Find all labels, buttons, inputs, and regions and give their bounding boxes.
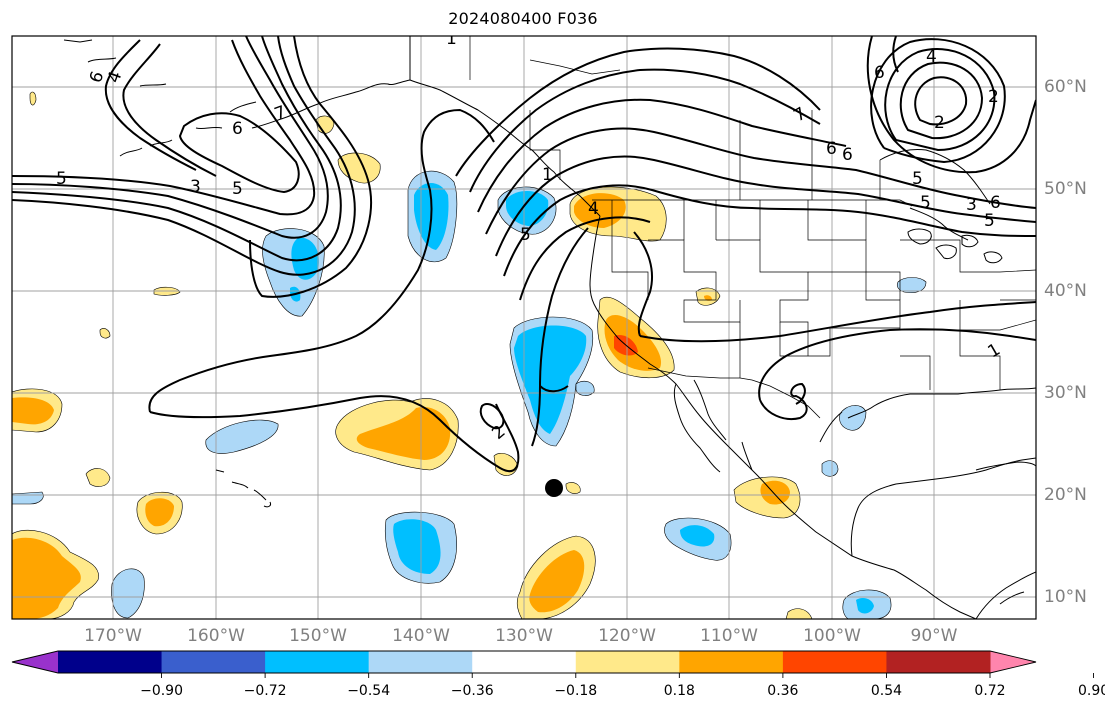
contour-label: 1 [446,29,457,49]
contour-label: 3 [190,177,201,197]
contour-label: 6 [826,139,837,159]
colorbar-segment [161,651,266,673]
contour-label: 2 [988,87,999,107]
contour-label: 4 [926,47,937,67]
colorbar-extend-low [12,651,58,673]
contour-label: 1 [542,165,553,185]
contour-label: 5 [912,169,923,189]
longitude-label: 130°W [495,626,553,646]
latitude-label: 60°N [1044,77,1087,97]
colorbar-segment [472,651,577,673]
colorbar-tick-label: −0.18 [554,683,598,699]
contour-label: 3 [966,195,977,215]
contour-label: 6 [874,63,885,83]
longitude-label: 170°W [84,626,142,646]
negative-anomaly-areas [12,170,927,619]
colorbar-segment [368,651,473,673]
colorbar-tick-label: 0.72 [974,683,1006,699]
longitude-label: 160°W [187,626,245,646]
latitude-label: 10°N [1044,587,1087,607]
colorbar-segment [58,651,163,673]
colorbar-tick-label: −0.90 [140,683,183,699]
colorbar-extend-high [990,651,1036,673]
latitude-label: 20°N [1044,485,1087,505]
colorbar-segment [575,651,680,673]
location-marker [545,479,563,497]
map-gridlines [12,36,1036,619]
colorbar-tick-label: 0.54 [870,683,903,699]
colorbar-tick-label: 0.36 [767,683,799,699]
colorbar-segment [782,651,887,673]
longitude-label: 150°W [289,626,347,646]
contour-labels: 6 4 7 6 5 3 5 1 5 7 6 6 5 4 2 6 2 5 3 5 … [56,29,1004,444]
contour-label: 6 [990,193,1001,213]
contour-label: 5 [56,169,67,189]
contour-label: 6 [232,119,243,139]
colorbar [11,650,1095,678]
colorbar-tick-label: −0.54 [347,683,391,699]
colorbar-segment [886,651,991,673]
contour-label: 4 [588,199,599,219]
colorbar-segment [679,651,784,673]
contour-label: 5 [984,211,995,231]
latitude-label: 40°N [1044,281,1087,301]
contour-label: 7 [791,104,810,127]
contour-label: 6 [842,145,853,165]
colorbar-tick-label: −0.72 [243,683,287,699]
contour-label: 5 [920,193,931,213]
coastlines-and-borders [63,36,1036,619]
contour-label: 2 [934,113,945,133]
longitude-label: 120°W [598,626,656,646]
latitude-label: 30°N [1044,383,1087,403]
map-frame [11,35,1037,620]
contour-label: 1 [985,340,1004,363]
contour-label: 5 [232,179,243,199]
colorbar-tick-label: 0.18 [663,683,695,699]
longitude-label: 110°W [700,626,758,646]
longitude-label: 100°W [803,626,861,646]
colorbar-tick-label: −0.36 [450,683,494,699]
contour-label: 5 [520,225,531,245]
latitude-label: 50°N [1044,179,1087,199]
longitude-label: 140°W [392,626,450,646]
longitude-label: 90°W [910,626,958,646]
colorbar-tick-label: 0.90 [1077,683,1105,699]
contour-lines [12,36,1036,473]
page-title: 2024080400 F036 [448,9,598,28]
colorbar-segment [265,651,370,673]
